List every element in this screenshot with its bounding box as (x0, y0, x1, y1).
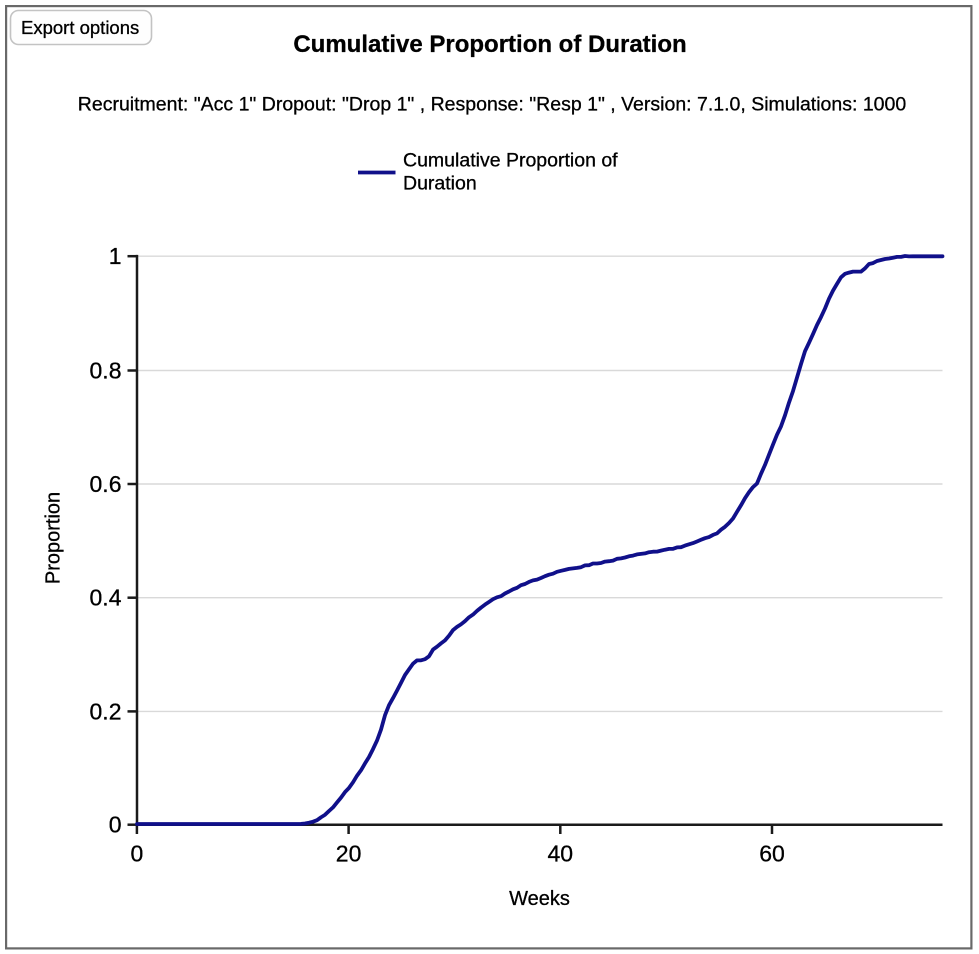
svg-text:0.4: 0.4 (90, 585, 122, 611)
svg-text:Export options: Export options (21, 17, 139, 38)
svg-text:20: 20 (336, 841, 362, 867)
svg-text:0: 0 (109, 812, 122, 838)
svg-text:40: 40 (548, 841, 574, 867)
svg-text:0: 0 (131, 841, 144, 867)
svg-text:Weeks: Weeks (509, 888, 570, 910)
svg-text:Proportion: Proportion (43, 492, 65, 584)
svg-text:Duration: Duration (403, 173, 477, 195)
svg-text:0.2: 0.2 (90, 698, 122, 724)
svg-text:1: 1 (109, 243, 122, 269)
svg-text:Recruitment: "Acc 1" Dropout:: Recruitment: "Acc 1" Dropout: "Drop 1" ,… (78, 94, 907, 116)
svg-text:60: 60 (759, 841, 785, 867)
svg-text:Cumulative Proportion of Durat: Cumulative Proportion of Duration (293, 31, 686, 58)
svg-text:0.8: 0.8 (90, 357, 122, 383)
svg-text:Cumulative Proportion of: Cumulative Proportion of (403, 150, 618, 172)
svg-text:0.6: 0.6 (90, 471, 122, 497)
